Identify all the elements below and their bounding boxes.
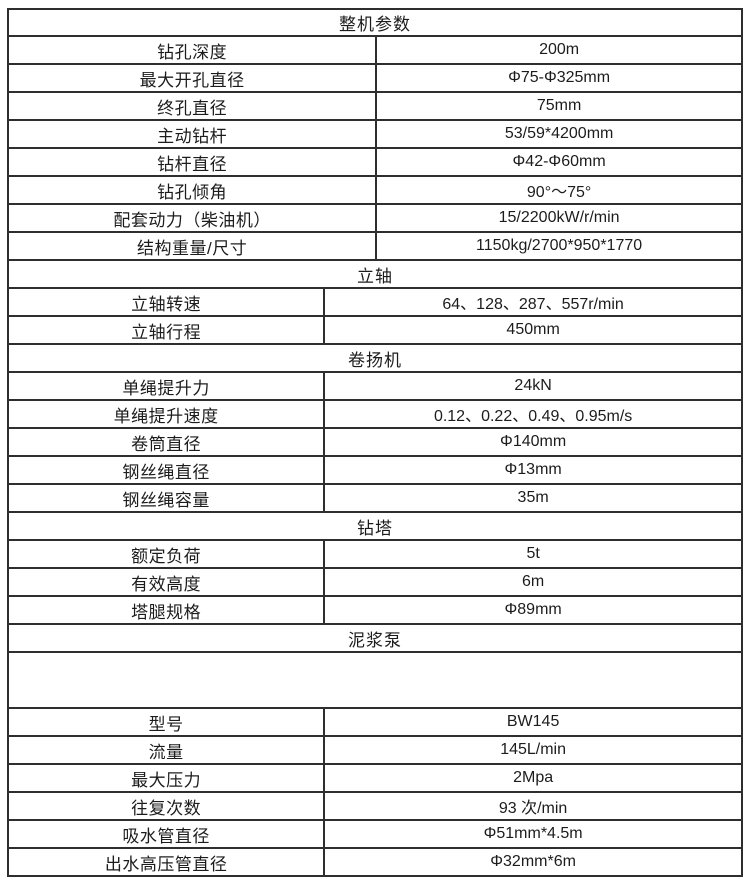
spec-value: 200m (539, 41, 580, 58)
spec-value: Φ140mm (500, 433, 567, 450)
spec-row: 钻孔倾角 90°～75° (9, 175, 741, 203)
spec-label: 钻孔深度 (9, 37, 378, 63)
spec-value: 90°～75° (526, 184, 592, 201)
spec-value: Φ51mm*4.5m (483, 825, 583, 842)
spec-label: 单绳提升速度 (9, 401, 326, 427)
spec-label: 钻孔倾角 (9, 177, 378, 203)
spec-label: 最大开孔直径 (9, 65, 378, 91)
spec-value: 35m (517, 489, 549, 506)
spec-row: 配套动力（柴油机） 15/2200kW/r/min (9, 203, 741, 231)
spec-row: 型号 BW145 (9, 707, 741, 735)
spec-label: 终孔直径 (9, 93, 378, 119)
spec-value: 24kN (514, 377, 552, 394)
spec-label: 塔腿规格 (9, 597, 326, 623)
spec-row: 钢丝绳直径 Φ13mm (9, 455, 741, 483)
spec-row: 立轴行程 450mm (9, 315, 741, 343)
spec-row: 卷筒直径 Φ140mm (9, 427, 741, 455)
spec-value: Φ13mm (504, 461, 562, 478)
section-header-winch: 卷扬机 (9, 343, 741, 371)
spec-label: 配套动力（柴油机） (9, 205, 378, 231)
spec-label: 最大压力 (9, 765, 326, 791)
spec-value: 15/2200kW/r/min (498, 209, 620, 226)
spec-label: 额定负荷 (9, 541, 326, 567)
spec-label: 单绳提升力 (9, 373, 326, 399)
spec-value: 1150kg/2700*950*1770 (476, 237, 643, 254)
spec-row: 流量 145L/min (9, 735, 741, 763)
spec-value: 5t (526, 545, 540, 562)
section-header-label: 整机参数 (339, 15, 411, 34)
spec-value: 145L/min (500, 741, 567, 758)
spec-row: 最大压力 2Mpa (9, 763, 741, 791)
spec-value: Φ89mm (504, 601, 562, 618)
spec-row: 额定负荷 5t (9, 539, 741, 567)
section-header-spindle: 立轴 (9, 259, 741, 287)
spec-label: 钢丝绳容量 (9, 485, 326, 511)
spec-value: 2Mpa (513, 769, 554, 786)
spec-value: Φ75-Φ325mm (508, 69, 611, 86)
spec-row: 出水高压管直径 Φ32mm*6m (9, 847, 741, 875)
section-header-label: 泥浆泵 (348, 630, 402, 650)
spec-row: 往复次数 93 次/min (9, 791, 741, 819)
spec-row: 最大开孔直径 Φ75-Φ325mm (9, 63, 741, 91)
spec-row: 钢丝绳容量 35m (9, 483, 741, 511)
spec-value: 450mm (506, 321, 560, 338)
section-header-label: 卷扬机 (348, 350, 402, 370)
spec-label: 立轴行程 (9, 317, 326, 343)
spec-row: 钻杆直径 Φ42-Φ60mm (9, 147, 741, 175)
spec-label: 钢丝绳直径 (9, 457, 326, 483)
spec-value: Φ42-Φ60mm (512, 153, 606, 170)
spec-row: 终孔直径 75mm (9, 91, 741, 119)
spec-label: 主动钻杆 (9, 121, 378, 147)
section-header-tower: 钻塔 (9, 511, 741, 539)
spec-row: 立轴转速 64、128、287、557r/min (9, 287, 741, 315)
spec-value: Φ32mm*6m (490, 853, 576, 870)
spec-label: 往复次数 (9, 793, 326, 819)
section-header-label: 钻塔 (357, 518, 393, 538)
spec-value: BW145 (506, 713, 560, 730)
spec-row: 钻孔深度 200m (9, 35, 741, 63)
spec-label: 流量 (9, 737, 326, 763)
spec-label: 吸水管直径 (9, 821, 326, 847)
spec-row: 结构重量/尺寸 1150kg/2700*950*1770 (9, 231, 741, 259)
spec-value: 75mm (536, 97, 582, 114)
spec-value: 0.12、0.22、0.49、0.95m/s (433, 408, 633, 425)
spec-row: 主动钻杆 53/59*4200mm (9, 119, 741, 147)
spec-row: 有效高度 6m (9, 567, 741, 595)
section-header-overall: 整机参数 (9, 10, 741, 35)
spec-row: 单绳提升速度 0.12、0.22、0.49、0.95m/s (9, 399, 741, 427)
spec-value: 53/59*4200mm (504, 125, 614, 142)
spec-label: 出水高压管直径 (9, 849, 326, 875)
spec-value: 93 次/min (498, 800, 568, 817)
section-header-mud-pump: 泥浆泵 (9, 623, 741, 651)
spec-value: 6m (521, 573, 545, 590)
spec-label: 结构重量/尺寸 (9, 233, 378, 259)
empty-spacer-row (9, 651, 741, 707)
spec-table: 整机参数 钻孔深度 200m 最大开孔直径 Φ75-Φ325mm 终孔直径 75… (7, 8, 743, 877)
spec-label: 钻杆直径 (9, 149, 378, 175)
spec-row: 吸水管直径 Φ51mm*4.5m (9, 819, 741, 847)
spec-value: 64、128、287、557r/min (442, 296, 624, 313)
spec-label: 立轴转速 (9, 289, 326, 315)
spec-label: 型号 (9, 709, 326, 735)
section-header-label: 立轴 (357, 266, 393, 286)
spec-label: 有效高度 (9, 569, 326, 595)
spec-row: 单绳提升力 24kN (9, 371, 741, 399)
spec-label: 卷筒直径 (9, 429, 326, 455)
spec-row: 塔腿规格 Φ89mm (9, 595, 741, 623)
